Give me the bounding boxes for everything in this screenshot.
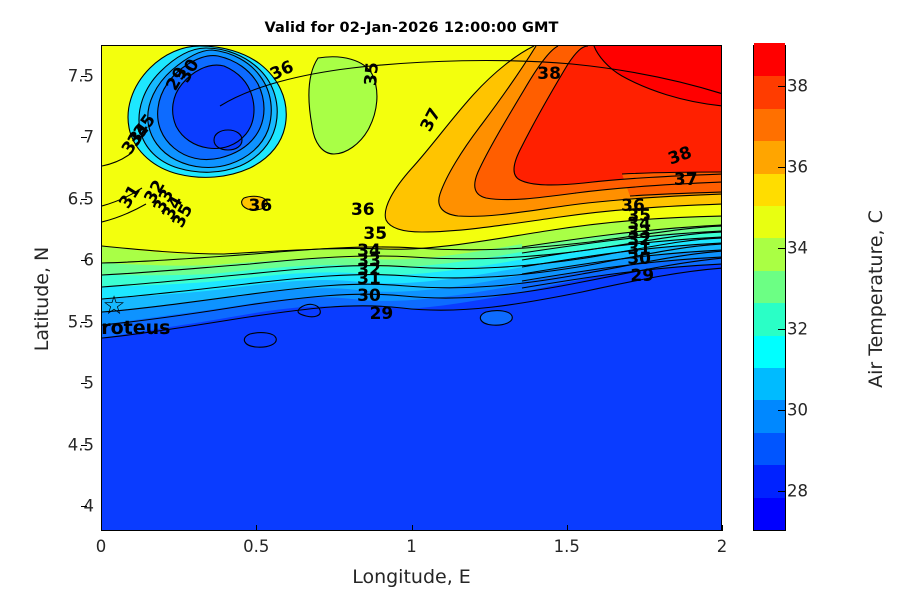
contour-label: 36 (248, 195, 273, 216)
colorbar-tick-label: 28 (787, 481, 808, 500)
contour-label: 29 (630, 266, 655, 287)
colorbar-tick-mark (778, 247, 786, 249)
colorbar-band (754, 205, 785, 239)
contour-label: 32 (627, 230, 651, 251)
colorbar-band (754, 432, 785, 466)
contour-label: 35 (361, 61, 384, 87)
colorbar-tick-mark (778, 166, 786, 168)
y-axis-ticks: 4 4.5 5 5.5 6 6.5 7 7.5 (20, 45, 94, 531)
x-tick-label: 1 (406, 537, 417, 556)
x-tick-label: 0 (95, 537, 107, 556)
colorbar-band (754, 237, 785, 271)
colorbar-tick-mark (778, 328, 786, 330)
figure-title: Valid for 02-Jan-2026 12:00:00 GMT (264, 20, 559, 36)
y-tick-label: 4.5 (67, 435, 94, 455)
y-tick-mark (81, 137, 87, 139)
colorbar-tick-label: 36 (787, 157, 808, 176)
x-tick-label: 0.5 (243, 537, 270, 556)
y-tick-label: 6 (83, 250, 95, 270)
y-tick-mark (81, 198, 87, 200)
colorbar-band (754, 173, 785, 206)
x-tick-mark (411, 525, 413, 531)
contour-label: 31 (357, 268, 381, 289)
x-tick-label: 2 (716, 537, 728, 556)
contour-label: 30 (627, 248, 651, 269)
colorbar-tick-label: 34 (787, 238, 808, 257)
station-name-label: Proteus (101, 317, 171, 340)
y-tick-mark (81, 321, 87, 323)
contour-label: 29 (369, 304, 394, 325)
x-tick-mark (566, 525, 568, 531)
y-tick-label: 7.5 (67, 66, 94, 86)
contour-label: 31 (627, 239, 651, 259)
y-tick-mark (81, 260, 87, 262)
y-tick-label: 5.5 (67, 312, 94, 332)
x-tick-label: 1.5 (553, 537, 580, 556)
contour-label: 34 (627, 214, 651, 235)
x-tick-mark (256, 525, 258, 531)
contour-label: 35 (627, 205, 651, 226)
colorbar-band (754, 43, 785, 77)
y-tick-mark (81, 444, 87, 446)
colorbar-band (754, 367, 785, 401)
contour-label: 33 (627, 223, 651, 244)
contour-plot-area: 30 29 35 34 33 36 35 37 38 38 37 31 32 33 34 35 36 36 35 34… (101, 45, 722, 531)
y-axis-label: Latitude, N (31, 246, 53, 352)
x-axis-label: Longitude, E (352, 566, 471, 588)
contour-label: 34 (357, 241, 381, 262)
colorbar-tick-label: 32 (787, 319, 808, 338)
y-tick-label: 4 (83, 496, 95, 516)
station-star-marker: ☆ (102, 291, 126, 322)
colorbar-band (754, 497, 785, 530)
y-tick-label: 5 (83, 373, 95, 393)
colorbar-band (754, 270, 785, 304)
contour-label: 36 (621, 195, 645, 216)
y-tick-mark (81, 75, 87, 77)
contour-lines (102, 46, 721, 348)
x-tick-mark (722, 525, 723, 531)
x-axis-ticks: 0 0.5 1 1.5 2 (96, 537, 728, 561)
colorbar-tick-mark (778, 490, 786, 492)
x-tick-mark (101, 525, 102, 531)
y-tick-mark (81, 383, 87, 385)
colorbar (753, 43, 786, 531)
contour-label: 38 (537, 64, 561, 85)
colorbar-ticks: 28 30 32 34 36 38 (753, 45, 833, 531)
contour-field (102, 46, 721, 530)
colorbar-band (754, 140, 785, 174)
colorbar-tick-label: 38 (787, 76, 808, 95)
contour-label: 32 (357, 259, 381, 280)
contour-label: 36 (350, 199, 375, 220)
colorbar-tick-mark (778, 409, 786, 411)
y-tick-label: 7 (83, 127, 95, 147)
colorbar-band (754, 75, 785, 109)
colorbar-tick-label: 30 (787, 400, 808, 419)
colorbar-band (754, 464, 785, 498)
filled-contour-bands (102, 46, 721, 530)
contour-label: 35 (363, 224, 388, 245)
colorbar-band (754, 108, 785, 142)
y-tick-label: 6.5 (67, 189, 94, 209)
y-tick-mark (81, 506, 87, 508)
contour-label: 33 (357, 251, 381, 272)
colorbar-band (754, 335, 785, 368)
colorbar-band (754, 302, 785, 336)
contour-label: 37 (673, 170, 698, 191)
colorbar-label: Air Temperature, C (865, 210, 887, 388)
colorbar-band (754, 399, 785, 433)
colorbar-tick-mark (778, 85, 786, 87)
contour-label: 30 (357, 285, 381, 306)
